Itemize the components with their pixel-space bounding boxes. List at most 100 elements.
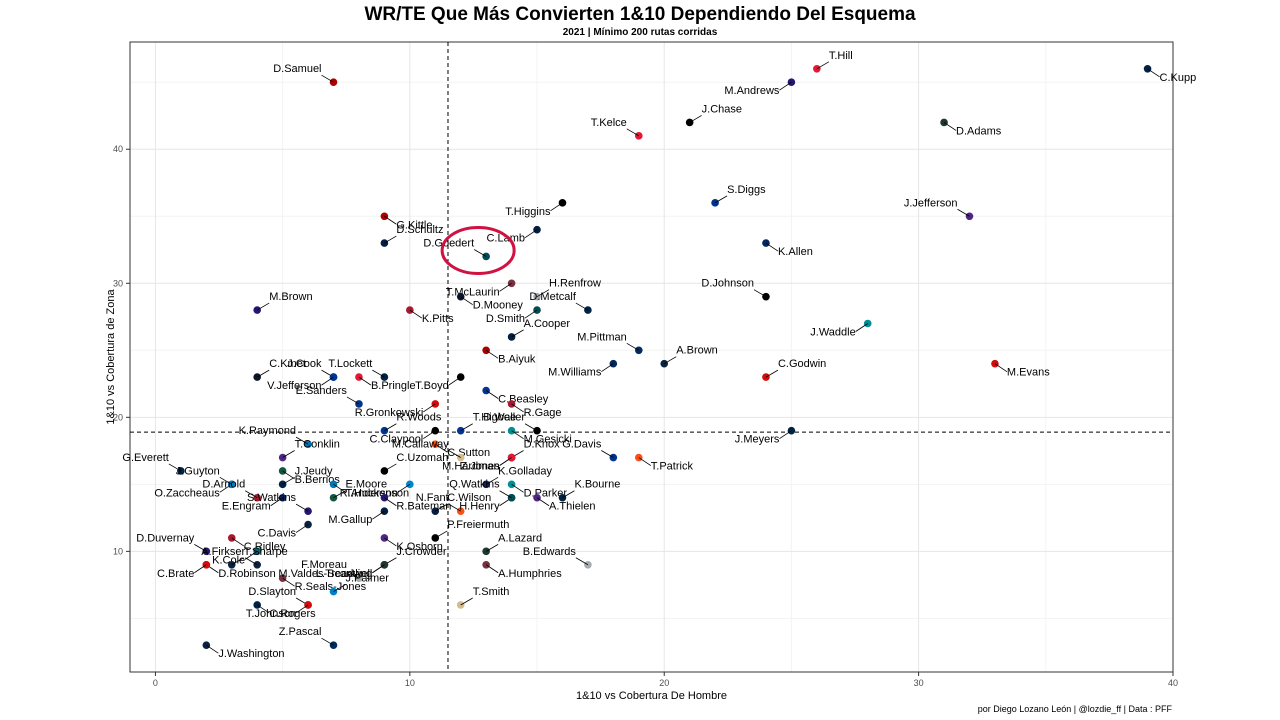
point-label: J.Chase [702,103,742,115]
point-label: V.Jefferson [267,380,321,392]
chart-title: WR/TE Que Más Convierten 1&10 Dependiend… [364,4,916,25]
label-leader [779,81,792,91]
point-label: J.Jefferson [904,197,958,209]
y-tick-label: 10 [113,546,123,556]
label-leader [384,537,397,547]
label-leader [460,597,473,606]
label-leader [626,128,639,137]
label-leader [244,490,258,499]
label-leader [282,450,295,458]
label-leader [626,342,639,351]
label-leader [384,497,397,507]
point-label: M.Gallup [328,514,372,526]
point-label: O.Zaccheaus [154,487,220,499]
point-label: C.Brate [157,568,194,580]
data-point [431,400,440,408]
label-leader [575,302,589,311]
label-leader [333,584,346,592]
data-point [533,426,541,435]
label-leader [550,202,563,212]
point-label: J.Meyers [735,434,780,446]
point-label: T.Higgins [505,206,551,218]
label-leader [231,537,244,547]
point-label: A.Thielen [549,501,595,513]
data-point [304,440,312,448]
point-label: C.Godwin [778,358,826,370]
label-leader [384,463,397,472]
point-label: T.Smith [473,586,510,598]
label-leader [194,564,207,574]
label-leader [638,457,652,466]
point-label: K.Osborn [396,541,442,553]
data-point [482,252,490,261]
label-leader [295,604,309,614]
label-leader [333,484,346,493]
data-point [660,359,669,368]
label-leader [562,490,575,499]
point-label: C.Beasley [498,394,549,406]
label-leader [282,577,295,587]
point-label: G.Everett [122,452,168,464]
label-leader [499,457,512,466]
point-label: T.Lockett [328,358,372,370]
label-leader [384,235,397,244]
point-label: J.Crowder [396,546,446,558]
label-leader [499,490,512,499]
label-leader [485,476,499,485]
point-label: D.Waller [483,412,525,424]
point-label: G.Kittle [396,219,432,231]
plot-border [129,41,1174,673]
label-leader [511,403,524,413]
point-label: F.Moreau [301,559,347,571]
label-leader [524,309,538,319]
point-label: K.Allen [778,246,813,258]
point-label: C.Claypool [369,434,423,446]
label-leader [270,497,283,507]
label-leader [536,497,550,507]
point-label: D.Mooney [473,300,524,312]
label-leader [409,309,423,319]
y-tick-label: 20 [113,412,123,422]
label-leader [575,557,589,566]
point-label: T.Sharpe [244,546,288,558]
label-leader [524,229,538,238]
chart-caption: por Diego Lozano León | @lozdie_ff | Dat… [977,704,1172,714]
point-label: C.Rogers [269,608,316,620]
point-label: G.Davis [562,439,602,451]
point-label: C.Uzomah [396,452,448,464]
data-point [507,493,516,502]
point-label: K.Bourne [574,479,620,491]
label-leader [435,503,448,512]
label-leader [1147,68,1160,78]
point-label: K.Pitts [422,313,454,325]
label-leader [346,396,360,405]
x-tick-label: 40 [1168,678,1178,688]
point-label: T.Patrick [651,461,694,473]
point-label: B.Pringle [371,380,416,392]
point-label: S.Watkins [247,492,297,504]
label-leader [536,289,550,298]
label-leader [957,208,970,217]
point-label: P.Freiermuth [447,519,509,531]
point-label: A.Firkser [201,546,245,558]
y-axis-label: 1&10 vs Cobertura de Zona [105,289,117,425]
point-label: M.Brown [269,291,312,303]
point-label: A.Cooper [524,318,571,330]
point-label: A.Humphries [498,568,562,580]
label-leader [511,430,524,440]
label-leader [473,249,487,257]
y-tick-label: 30 [113,278,123,288]
y-tick-label: 40 [113,144,123,154]
label-leader [295,436,309,445]
label-leader [714,195,728,204]
data-point [1143,65,1152,73]
label-leader [256,369,270,378]
label-leader [194,544,207,552]
point-label: D.Metcalf [529,291,576,303]
point-label: M.Pittman [577,331,627,343]
point-label: D.Adams [956,125,1002,137]
label-leader [601,450,614,458]
label-leader [256,302,270,311]
point-label: D.Johnson [701,278,754,290]
label-leader [244,551,258,560]
